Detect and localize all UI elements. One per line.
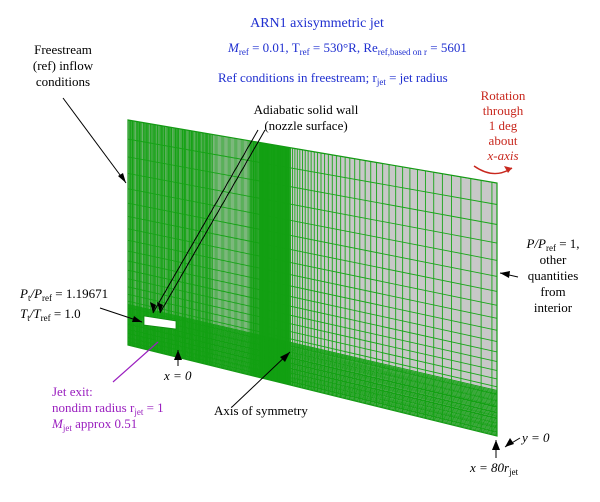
freestream-label: Freestream (ref) inflow conditions	[32, 42, 94, 89]
nozzle-wall	[143, 315, 177, 330]
header-reference: Ref conditions in freestream; rjet = jet…	[218, 70, 448, 87]
inflow-pt-label: Pt/Pref = 1.19671	[20, 286, 109, 303]
jet-exit-pointer	[112, 341, 159, 383]
rotation-label: Rotation through 1 deg about x-axis	[480, 88, 526, 163]
mesh-outline	[127, 119, 498, 437]
wall-arrow-1	[159, 129, 266, 314]
outflow-label: P/Pref = 1, other quantities from interi…	[526, 236, 580, 315]
header-title: ARN1 axisymmetric jet	[250, 16, 384, 31]
jet-exit-label: Jet exit: nondim radius rjet = 1 Mjet ap…	[52, 384, 164, 433]
axis-label: Axis of symmetry	[214, 403, 308, 418]
y0-label: y = 0	[522, 430, 550, 445]
x0-label: x = 0	[164, 368, 192, 383]
axis-arrow	[231, 351, 291, 408]
wall-arrow-2	[152, 129, 259, 314]
x80-label: x = 80rjet	[470, 460, 519, 477]
freestream-arrow	[62, 97, 127, 184]
wall-label: Adiabatic solid wall (nozzle surface)	[253, 102, 359, 133]
inflow-tt-label: Tt/Tref = 1.0	[20, 306, 81, 323]
header-parameters: Mref = 0.01, Tref = 530°R, Reref,based o…	[228, 40, 467, 57]
